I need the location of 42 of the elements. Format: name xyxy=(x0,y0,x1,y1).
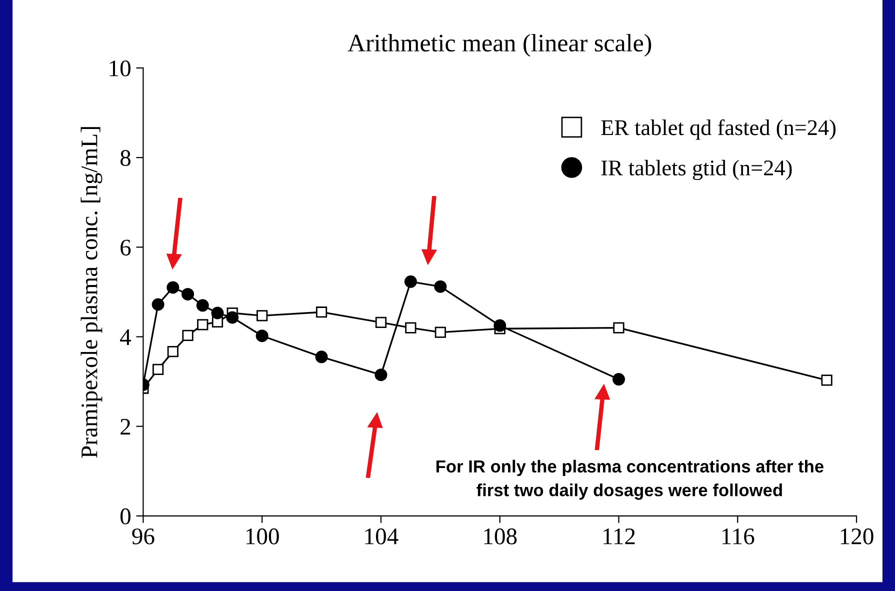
x-tick-label: 116 xyxy=(722,528,754,544)
point xyxy=(375,316,387,328)
chart-title: Arithmetic mean (linear scale) xyxy=(348,34,652,57)
point xyxy=(405,322,416,334)
point xyxy=(211,306,224,320)
point xyxy=(316,306,328,318)
legend-label: ER tablet qd fasted (n=24) xyxy=(601,119,836,140)
point xyxy=(494,319,506,332)
point xyxy=(182,288,194,300)
y-tick-label: 6 xyxy=(120,240,131,256)
point xyxy=(152,298,164,311)
point xyxy=(315,350,328,364)
y-tick-label: 2 xyxy=(120,418,130,435)
point xyxy=(256,310,268,322)
y-tick-label: 10 xyxy=(110,60,130,76)
point xyxy=(182,330,194,341)
point xyxy=(374,368,388,382)
point xyxy=(434,326,446,338)
point xyxy=(434,280,447,293)
x-tick-label: 104 xyxy=(365,528,398,544)
point xyxy=(166,281,180,294)
point xyxy=(152,364,164,376)
annotation: For IR only the plasma concentrations after the first two daily dosages were followed xyxy=(436,460,824,500)
x-tick-label: 96 xyxy=(132,528,154,544)
point xyxy=(612,373,625,386)
point xyxy=(197,319,208,330)
x-tick-label: 120 xyxy=(840,528,874,544)
point xyxy=(404,275,417,288)
legend-label: IR tablets gtid (n=24) xyxy=(601,160,792,180)
point xyxy=(167,346,178,358)
x-tick-label: 108 xyxy=(484,528,517,544)
y-tick-label: 8 xyxy=(120,150,130,166)
x-tick-label: 100 xyxy=(246,528,279,544)
point xyxy=(226,311,239,324)
y-tick-label: 0 xyxy=(120,508,130,524)
point xyxy=(196,299,209,312)
y-tick-label: 4 xyxy=(120,329,132,345)
y-axis-title: Pramipexole plasma conc. [ng/mL] xyxy=(80,127,102,458)
x-tick-label: 112 xyxy=(604,528,635,544)
point xyxy=(613,322,624,334)
point xyxy=(821,374,832,386)
point xyxy=(256,330,268,342)
